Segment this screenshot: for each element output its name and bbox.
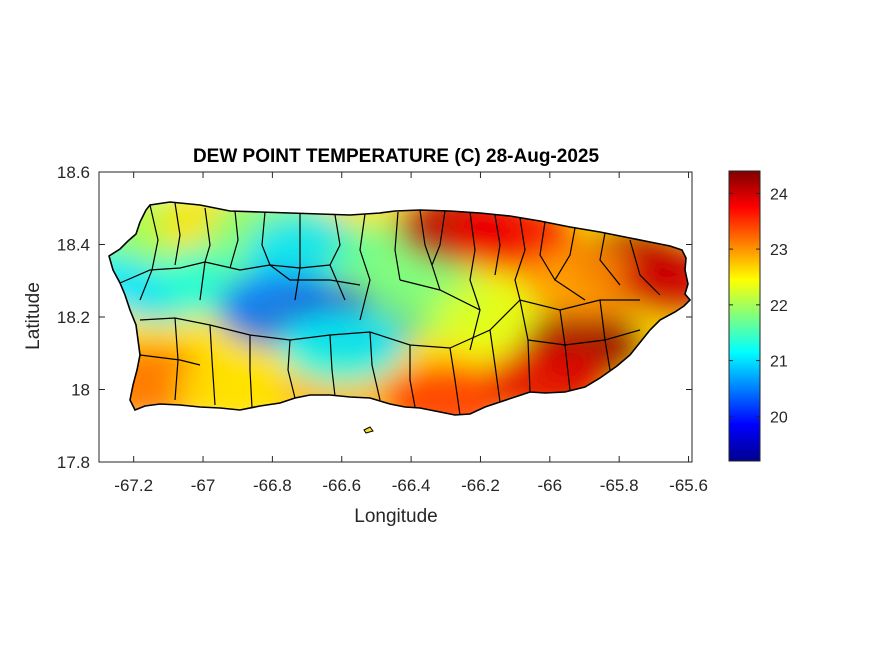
municipal-boundary [174, 202, 181, 266]
x-tick-label: -67 [191, 476, 216, 495]
municipal-boundary [139, 354, 201, 366]
municipal-boundary [489, 329, 501, 403]
x-tick-label: -66.2 [461, 476, 500, 495]
y-tick-label: 17.8 [57, 453, 90, 472]
colorbar-tick-label: 24 [770, 186, 788, 203]
municipal-boundary [554, 227, 586, 301]
municipal-boundary [399, 279, 481, 351]
municipal-boundary [449, 299, 640, 349]
municipal-boundary [394, 211, 401, 281]
municipal-boundary [449, 347, 461, 416]
municipal-boundary [469, 211, 481, 311]
x-tick-label: -66.6 [322, 476, 361, 495]
x-tick-label: -66 [538, 476, 563, 495]
municipal-boundaries [119, 202, 661, 416]
colorbar [728, 170, 761, 462]
municipal-boundary [369, 331, 381, 401]
y-tick-label: 18.6 [57, 163, 90, 182]
municipal-boundary [209, 324, 216, 406]
municipal-boundary [514, 217, 526, 301]
municipal-boundary [599, 232, 621, 286]
x-axis: -67.2 -67 -66.8 -66.6 -66.4 -66.2 -66 -65.8 -65.… [114, 172, 708, 495]
municipal-boundary [329, 214, 346, 301]
municipal-boundary [329, 334, 336, 397]
municipal-boundary [494, 214, 501, 276]
municipal-boundary [409, 345, 416, 408]
colorbar-tick-label: 20 [770, 409, 788, 426]
municipal-boundary [527, 329, 641, 346]
y-tick-label: 18.2 [57, 308, 90, 327]
island-coastline [108, 201, 692, 416]
municipal-boundary [294, 214, 301, 301]
field-sample [279, 308, 404, 384]
x-tick-label: -66.4 [392, 476, 431, 495]
x-tick-label: -65.8 [600, 476, 639, 495]
municipal-boundary [261, 211, 271, 266]
chart-title: DEW POINT TEMPERATURE (C) 28-Aug-2025 [193, 146, 600, 167]
municipal-boundary [139, 204, 159, 301]
x-tick-label: -67.2 [114, 476, 153, 495]
municipal-boundary [174, 317, 179, 401]
x-tick-label: -66.8 [253, 476, 292, 495]
y-tick-label: 18.4 [57, 236, 90, 255]
municipal-boundary [419, 209, 433, 266]
municipal-boundary [269, 264, 361, 286]
field-sample [383, 362, 508, 415]
municipal-boundary [431, 210, 446, 291]
municipal-boundary [199, 207, 211, 301]
caja-de-muertos-islet [363, 426, 374, 434]
municipal-boundary [539, 221, 556, 281]
municipal-boundary [629, 239, 661, 296]
colorbar-tick-label: 21 [770, 354, 788, 371]
colorbar-tick-label: 23 [770, 242, 788, 259]
municipal-boundary [119, 261, 206, 284]
municipal-boundary [249, 335, 253, 409]
colorbar-ticks: 20 21 22 23 24 [729, 186, 788, 426]
y-axis-label: Latitude [23, 282, 44, 350]
municipal-boundary [287, 339, 296, 399]
y-axis: 17.8 18 18.2 18.4 18.6 [57, 163, 692, 472]
municipal-boundary [229, 210, 239, 269]
field-sample [619, 242, 690, 319]
municipal-boundary [359, 213, 371, 321]
x-axis-label: Longitude [354, 506, 437, 527]
colorbar-tick-label: 22 [770, 298, 788, 315]
y-tick-label: 18 [71, 381, 90, 400]
x-tick-label: -65.6 [669, 476, 708, 495]
